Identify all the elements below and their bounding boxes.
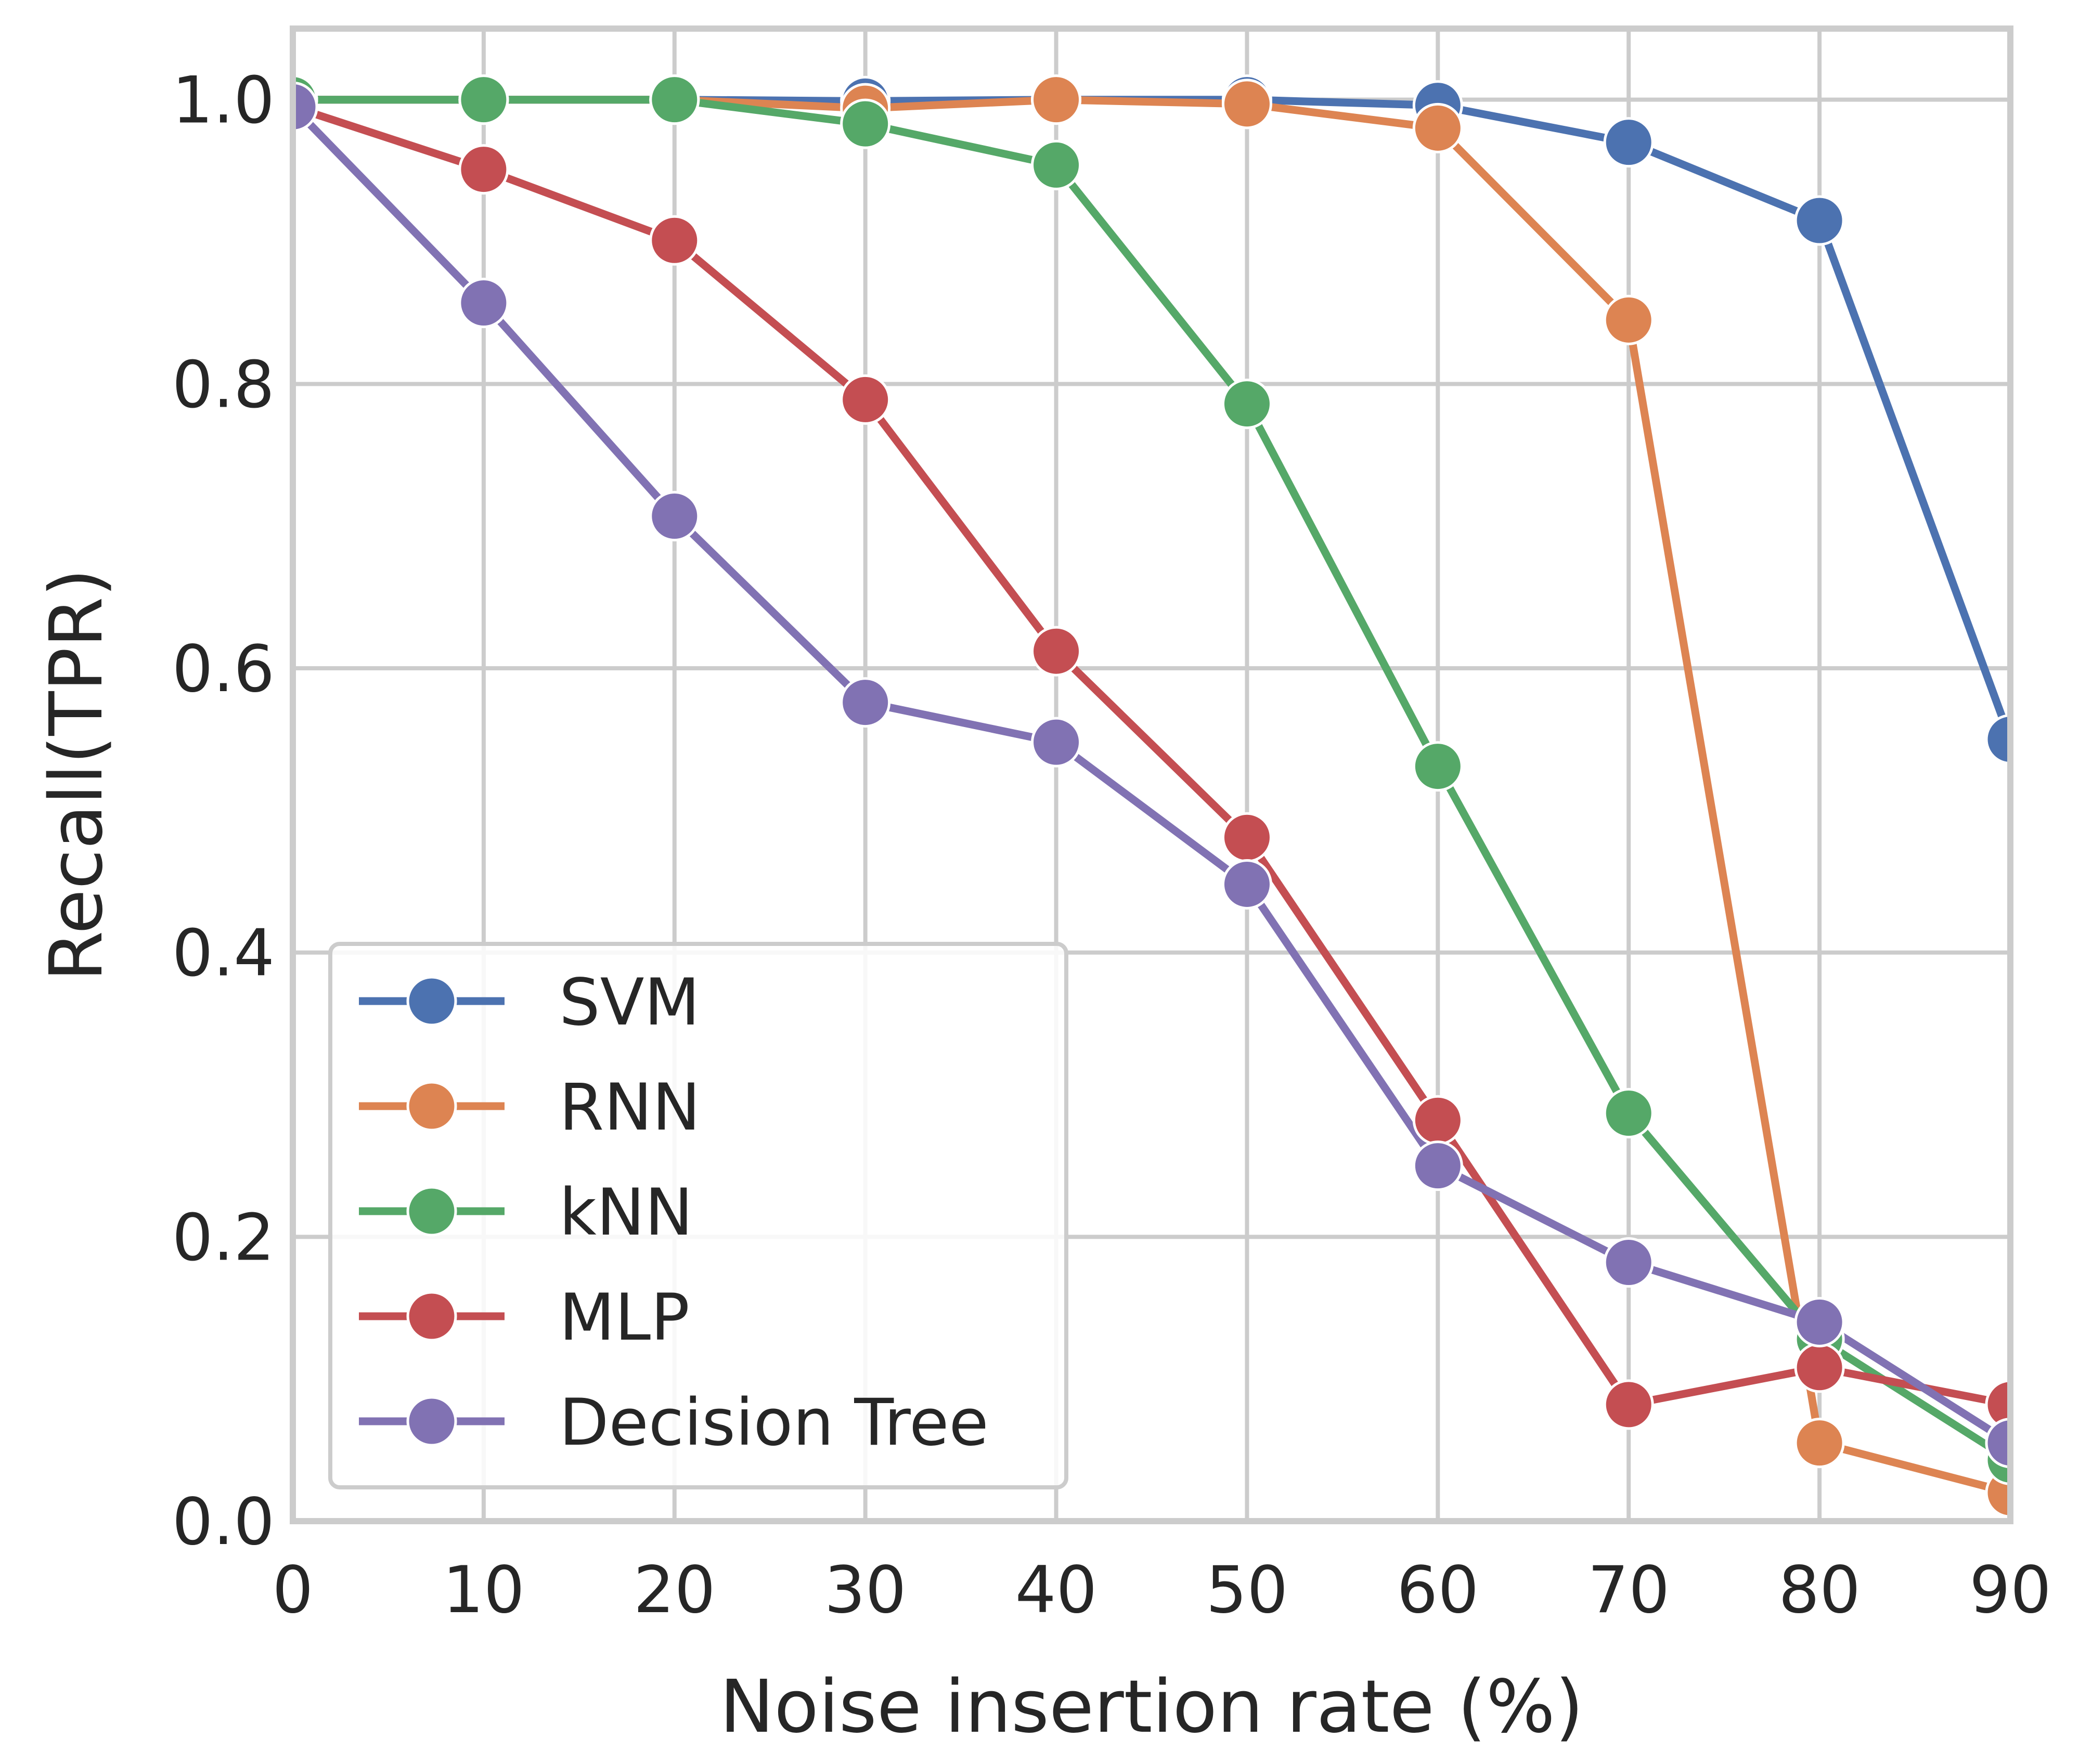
x-tick-label: 80 bbox=[1778, 1553, 1861, 1628]
legend-box bbox=[328, 942, 1068, 1489]
data-point-decision-tree bbox=[458, 278, 509, 329]
y-axis-title: Recall(TPR) bbox=[34, 568, 119, 981]
series-line-decision-tree bbox=[292, 102, 2011, 1447]
y-tick-label: 0.2 bbox=[172, 1200, 275, 1275]
legend-marker bbox=[406, 1081, 457, 1132]
series-line-knn bbox=[292, 96, 2011, 1464]
legend-marker bbox=[406, 1291, 457, 1342]
data-point-mlp bbox=[1794, 1342, 1845, 1393]
series-line-mlp bbox=[292, 102, 2011, 1409]
data-point-knn bbox=[840, 98, 891, 149]
data-point-knn bbox=[649, 74, 700, 125]
legend-label: SVM bbox=[559, 965, 700, 1040]
legend-marker bbox=[406, 976, 457, 1027]
x-tick-label: 0 bbox=[273, 1553, 314, 1628]
data-point-knn bbox=[458, 74, 509, 125]
data-point-decision-tree bbox=[1412, 1140, 1463, 1191]
x-tick-label: 60 bbox=[1397, 1553, 1479, 1628]
data-point-decision-tree bbox=[840, 677, 891, 728]
data-point-mlp bbox=[1412, 1095, 1463, 1146]
data-point-mlp bbox=[1221, 812, 1272, 863]
data-point-knn bbox=[1221, 379, 1272, 430]
legend: SVM RNN kNN MLP Decision Tree bbox=[328, 942, 1068, 1489]
legend-label: kNN bbox=[559, 1175, 693, 1250]
data-point-knn bbox=[1412, 741, 1463, 792]
legend-label: MLP bbox=[559, 1280, 690, 1355]
data-point-mlp bbox=[1603, 1379, 1654, 1430]
x-axis-title: Noise insertion rate (%) bbox=[720, 1665, 1584, 1749]
legend-marker bbox=[406, 1396, 457, 1447]
data-point-rnn bbox=[1221, 79, 1272, 129]
plot-frame bbox=[290, 25, 2013, 1524]
legend-marker bbox=[406, 1186, 457, 1237]
x-tick-label: 70 bbox=[1587, 1553, 1670, 1628]
legend-label: Decision Tree bbox=[559, 1385, 989, 1460]
data-point-decision-tree bbox=[1221, 859, 1272, 910]
data-point-knn bbox=[1031, 139, 1082, 190]
y-tick-label: 0.4 bbox=[172, 916, 275, 991]
data-point-knn bbox=[1603, 1088, 1654, 1139]
data-point-rnn bbox=[1794, 1418, 1845, 1469]
data-point-mlp bbox=[458, 144, 509, 195]
data-point-mlp bbox=[1031, 626, 1082, 677]
data-point-mlp bbox=[840, 374, 891, 425]
x-tick-label: 50 bbox=[1206, 1553, 1288, 1628]
y-tick-label: 0.0 bbox=[172, 1485, 275, 1560]
data-point-svm bbox=[1603, 117, 1654, 168]
data-point-decision-tree bbox=[1794, 1296, 1845, 1347]
data-point-rnn bbox=[1412, 102, 1463, 153]
data-point-mlp bbox=[649, 215, 700, 266]
legend-label: RNN bbox=[559, 1070, 701, 1145]
x-tick-label: 10 bbox=[443, 1553, 525, 1628]
data-point-rnn bbox=[1603, 294, 1654, 345]
tick-labels: 0 10 20 30 40 50 60 70 80 90 0.0 0.2 0.4 0.6 0.8 1.0 bbox=[172, 63, 2051, 1628]
x-tick-label: 30 bbox=[824, 1553, 907, 1628]
x-tick-label: 20 bbox=[634, 1553, 716, 1628]
data-point-decision-tree bbox=[649, 491, 700, 542]
x-tick-label: 90 bbox=[1969, 1553, 2051, 1628]
data-point-svm bbox=[1794, 195, 1845, 246]
y-tick-label: 1.0 bbox=[172, 63, 275, 138]
x-tick-label: 40 bbox=[1015, 1553, 1097, 1628]
y-tick-label: 0.6 bbox=[172, 632, 275, 707]
y-tick-label: 0.8 bbox=[172, 347, 275, 422]
data-point-rnn bbox=[1031, 74, 1082, 125]
series-lines bbox=[292, 96, 2011, 1497]
data-point-decision-tree bbox=[1031, 717, 1082, 768]
data-point-decision-tree bbox=[1603, 1237, 1654, 1288]
